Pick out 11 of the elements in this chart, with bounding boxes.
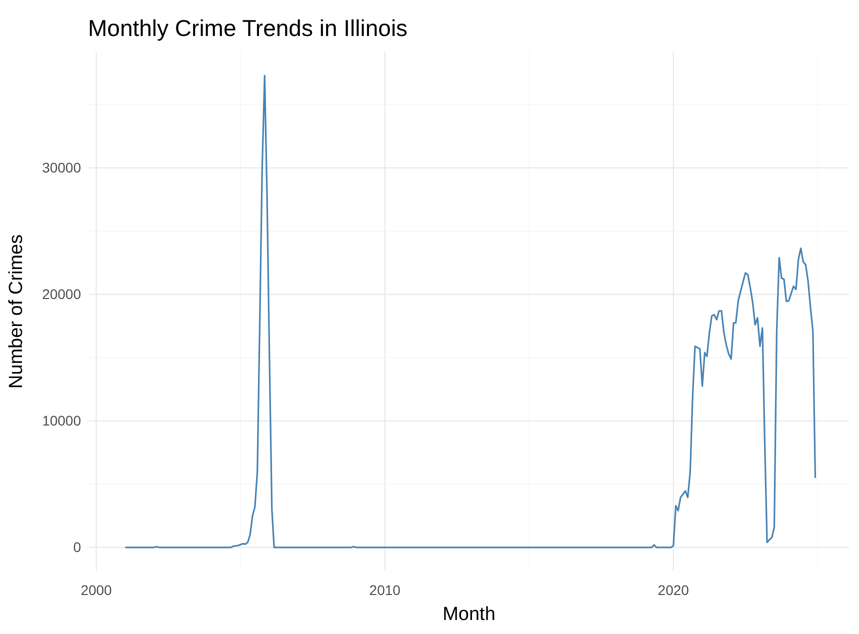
x-tick-label: 2010 <box>369 582 401 598</box>
x-tick-label: 2020 <box>658 582 690 598</box>
y-axis-title: Number of Crimes <box>6 234 27 389</box>
x-axis-title: Month <box>442 604 496 625</box>
y-tick-label: 30000 <box>42 159 82 176</box>
y-tick-label: 10000 <box>42 412 82 428</box>
x-tick-label: 2000 <box>80 582 112 598</box>
y-tick-label: 20000 <box>42 286 82 302</box>
line-series <box>124 74 816 548</box>
chart-title: Monthly Crime Trends in Illinois <box>88 15 408 41</box>
y-tick-label: 0 <box>73 538 82 555</box>
